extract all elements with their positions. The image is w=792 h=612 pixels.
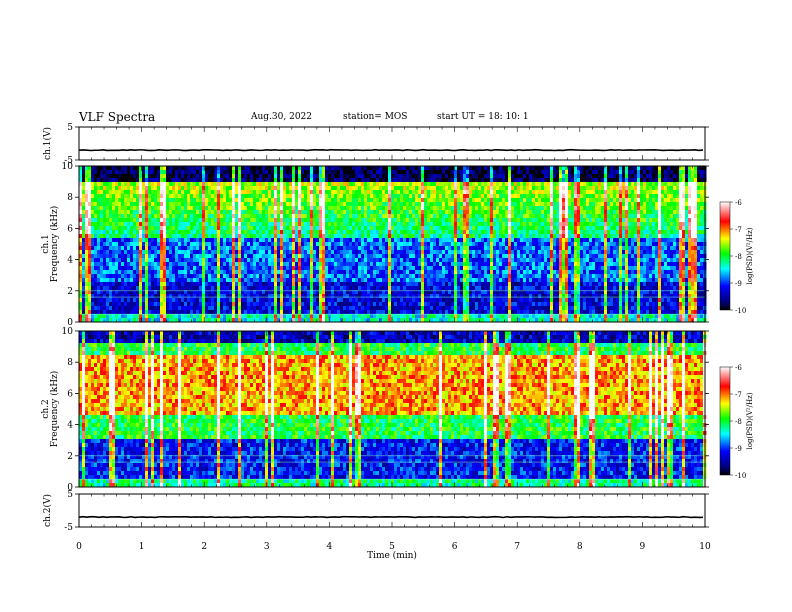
colorbar-tick-label: -8	[735, 253, 742, 261]
y-tick-label: 10	[62, 162, 74, 172]
y-tick-label: 10	[62, 327, 74, 337]
y-tick-label: 4	[67, 256, 73, 266]
y-tick-label: 8	[67, 193, 73, 203]
x-tick-label: 7	[514, 542, 520, 552]
start-time-label: start UT = 18: 10: 1	[437, 112, 529, 122]
y-axis-label: ch.1(V)	[42, 127, 53, 160]
x-tick-label: 0	[76, 542, 82, 552]
y-axis-label: ch.2(V)	[42, 494, 53, 527]
colorbar-label: log(PSD)(V²/Hz)	[746, 392, 754, 449]
x-tick-label: 8	[577, 542, 583, 552]
y-tick-label: 2	[67, 287, 73, 297]
x-tick-label: 9	[640, 542, 646, 552]
y-tick-label: 5	[67, 123, 73, 133]
colorbar-tick-label: -10	[735, 307, 746, 315]
spectrogram-ch1	[79, 166, 707, 323]
y-axis-label: Frequency (kHz)	[49, 206, 60, 283]
y-tick-label: -5	[64, 156, 73, 166]
x-tick-label: 1	[139, 542, 145, 552]
chart-title: VLF Spectra	[79, 110, 156, 124]
waveform-trace	[78, 515, 704, 519]
colorbar-tick-label: -10	[735, 472, 746, 480]
date-label: Aug.30, 2022	[251, 112, 312, 122]
station-label: station= MOS	[343, 112, 408, 122]
x-tick-label: 3	[264, 542, 270, 552]
x-tick-label: 4	[327, 542, 333, 552]
y-axis-label: ch.2	[41, 399, 51, 418]
colorbar-tick-label: -7	[735, 391, 742, 399]
y-tick-label: 0	[67, 483, 73, 493]
y-tick-label: 2	[67, 452, 73, 462]
colorbar-label: log(PSD)(V²/Hz)	[746, 227, 754, 284]
x-tick-label: 5	[389, 542, 395, 552]
x-tick-label: 6	[452, 542, 458, 552]
colorbar-tick-label: -6	[735, 199, 742, 207]
colorbar-tick-label: -9	[735, 445, 742, 453]
colorbar-tick-label: -7	[735, 226, 742, 234]
x-axis-label: Time (min)	[367, 550, 417, 561]
y-tick-label: 4	[67, 421, 73, 431]
y-tick-label: 8	[67, 358, 73, 368]
colorbar-tick-label: -6	[735, 364, 742, 372]
y-tick-label: 0	[67, 318, 73, 328]
colorbar-tick-label: -9	[735, 280, 742, 288]
y-axis-label: ch.1	[41, 234, 51, 253]
y-tick-label: 6	[67, 224, 73, 234]
y-tick-label: 6	[67, 389, 73, 399]
waveform-trace	[78, 148, 704, 152]
colorbar	[719, 201, 731, 311]
spectrogram-ch2	[79, 331, 707, 488]
colorbar	[719, 366, 731, 476]
x-tick-label: 2	[201, 542, 207, 552]
y-axis-label: Frequency (kHz)	[49, 371, 60, 448]
colorbar-tick-label: -8	[735, 418, 742, 426]
y-tick-label: -5	[64, 523, 73, 533]
y-tick-label: 5	[67, 490, 73, 500]
x-tick-label: 10	[699, 542, 711, 552]
